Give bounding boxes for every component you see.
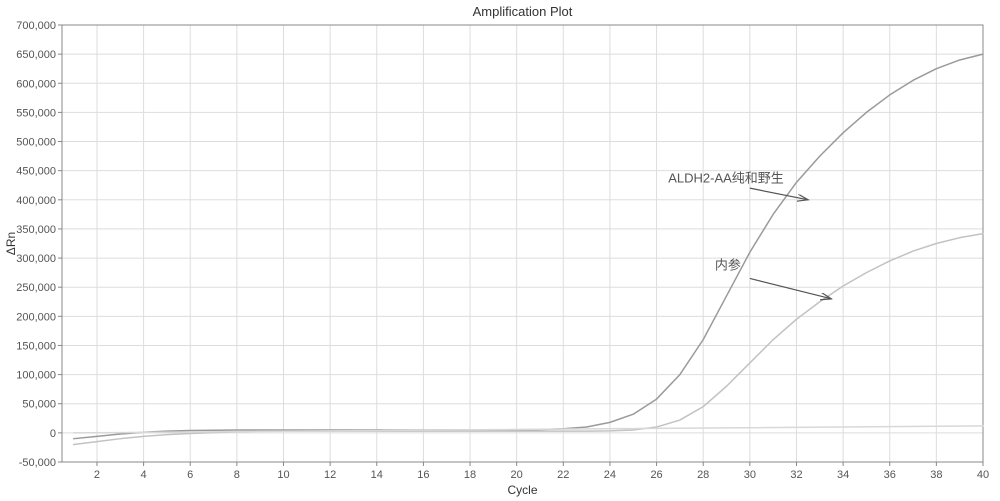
annotation-label: 内参	[715, 258, 741, 273]
annotation-label: ALDH2-AA纯和野生	[668, 170, 784, 185]
chart-title: Amplification Plot	[473, 4, 573, 19]
y-tick-label: 700,000	[16, 20, 56, 32]
x-tick-label: 38	[930, 469, 942, 481]
y-tick-label: 350,000	[16, 224, 56, 236]
plot-area	[62, 25, 983, 462]
x-tick-label: 2	[94, 469, 100, 481]
y-axis-label: ΔRn	[4, 232, 18, 255]
y-tick-label: 150,000	[16, 340, 56, 352]
y-tick-label: 450,000	[16, 166, 56, 178]
y-tick-label: 600,000	[16, 78, 56, 90]
x-tick-label: 20	[511, 469, 523, 481]
x-tick-label: 34	[837, 469, 849, 481]
x-tick-label: 22	[557, 469, 569, 481]
x-tick-label: 14	[371, 469, 383, 481]
y-tick-label: 300,000	[16, 253, 56, 265]
y-tick-label: 50,000	[22, 399, 56, 411]
x-axis-label: Cycle	[507, 483, 537, 497]
y-tick-label: 400,000	[16, 195, 56, 207]
x-tick-label: 12	[324, 469, 336, 481]
y-tick-label: 250,000	[16, 282, 56, 294]
x-tick-label: 18	[464, 469, 476, 481]
chart-svg: -50,000 0 50,000 100,000 150,000 200,000 250,0…	[0, 0, 1000, 501]
x-tick-label: 32	[790, 469, 802, 481]
y-tick-label: 200,000	[16, 311, 56, 323]
x-tick-label: 4	[141, 469, 147, 481]
x-tick-label: 30	[744, 469, 756, 481]
y-tick-label: 100,000	[16, 370, 56, 382]
x-tick-label: 40	[977, 469, 989, 481]
x-tick-label: 28	[697, 469, 709, 481]
y-tick-label: 550,000	[16, 107, 56, 119]
x-tick-label: 16	[417, 469, 429, 481]
y-tick-label: 650,000	[16, 49, 56, 61]
x-tick-label: 8	[234, 469, 240, 481]
y-tick-label: 500,000	[16, 137, 56, 149]
y-tick-label: 0	[50, 428, 56, 440]
y-tick-label: -50,000	[19, 457, 56, 469]
x-tick-label: 26	[650, 469, 662, 481]
x-tick-label: 36	[884, 469, 896, 481]
x-tick-label: 10	[277, 469, 289, 481]
x-tick-label: 6	[187, 469, 193, 481]
x-tick-label: 24	[604, 469, 616, 481]
amplification-plot-chart: -50,000 0 50,000 100,000 150,000 200,000 250,0…	[0, 0, 1000, 501]
